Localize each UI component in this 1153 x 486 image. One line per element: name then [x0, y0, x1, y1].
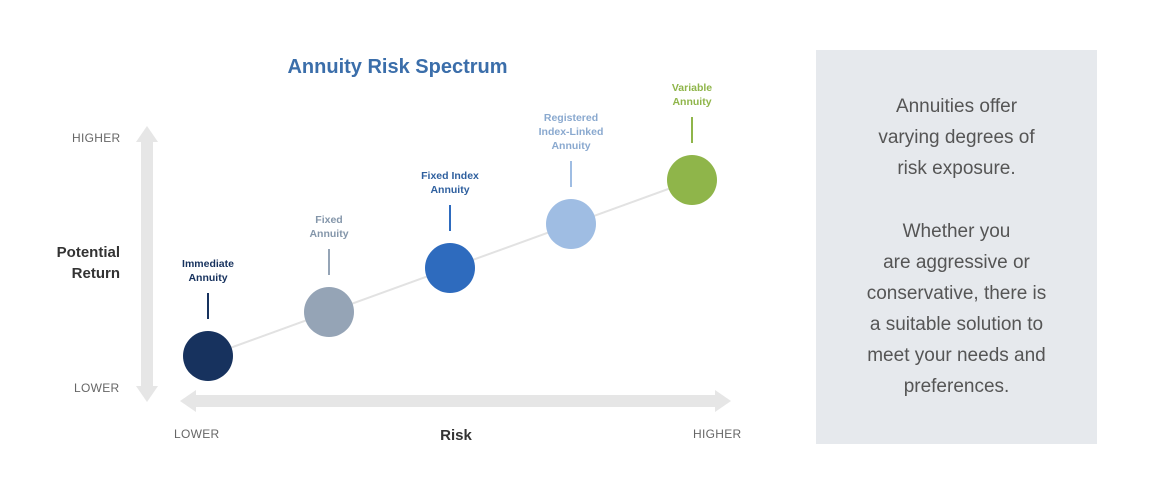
- y-axis-arrow: [136, 126, 158, 402]
- point-label-line: Immediate: [182, 258, 234, 270]
- x-axis-right-label: HIGHER: [693, 427, 742, 441]
- x-axis-arrow: [180, 390, 731, 412]
- point-label: Variable Annuity: [632, 81, 752, 109]
- point-label-line: Annuity: [551, 140, 591, 152]
- chart-graphics: [136, 126, 731, 412]
- point-tick: [691, 117, 693, 143]
- point-label: Registered Index-Linked Annuity: [511, 111, 631, 153]
- panel-paragraph-1: Annuities offer varying degrees of risk …: [816, 91, 1097, 184]
- y-axis-label: Potential Return: [30, 242, 120, 284]
- point-dot: [425, 243, 475, 293]
- point-tick: [328, 249, 330, 275]
- panel-line: meet your needs and: [867, 345, 1046, 366]
- x-axis-label: Risk: [440, 427, 472, 444]
- point-dot: [546, 199, 596, 249]
- panel-line: are aggressive or: [883, 252, 1030, 273]
- panel-line: risk exposure.: [897, 158, 1016, 179]
- panel-paragraph-2: Whether you are aggressive or conservati…: [816, 216, 1097, 402]
- point-dot: [304, 287, 354, 337]
- y-axis-label-line: Return: [71, 265, 120, 282]
- chart-title: Annuity Risk Spectrum: [287, 56, 508, 78]
- y-axis-label-line: Potential: [56, 244, 120, 261]
- point-label-line: Fixed: [315, 214, 343, 226]
- point-label-line: Registered: [543, 112, 599, 124]
- panel-line: preferences.: [903, 376, 1010, 397]
- info-panel: Annuities offer varying degrees of risk …: [816, 50, 1097, 444]
- x-axis-left-label: LOWER: [174, 427, 220, 441]
- point-label-line: Variable: [671, 82, 713, 94]
- point-label-line: Annuity: [430, 184, 470, 196]
- point-label-line: Fixed Index: [421, 170, 479, 182]
- y-axis-top-label: HIGHER: [72, 131, 121, 145]
- point-label-line: Annuity: [188, 272, 228, 284]
- point-label: Immediate Annuity: [148, 257, 268, 285]
- point-label: Fixed Index Annuity: [390, 169, 510, 197]
- point-dot: [183, 331, 233, 381]
- point-dot: [667, 155, 717, 205]
- point-label-line: Annuity: [672, 96, 712, 108]
- point-label-line: Index-Linked: [538, 126, 604, 138]
- panel-line: Annuities offer: [895, 96, 1018, 117]
- point-tick: [449, 205, 451, 231]
- panel-line: varying degrees of: [878, 127, 1035, 148]
- panel-line: a suitable solution to: [869, 314, 1044, 335]
- point-tick: [570, 161, 572, 187]
- y-axis-bottom-label: LOWER: [74, 381, 120, 395]
- panel-line: Whether you: [902, 221, 1011, 242]
- point-tick: [207, 293, 209, 319]
- panel-line: conservative, there is: [866, 283, 1047, 304]
- point-label: Fixed Annuity: [269, 213, 389, 241]
- point-label-line: Annuity: [309, 228, 349, 240]
